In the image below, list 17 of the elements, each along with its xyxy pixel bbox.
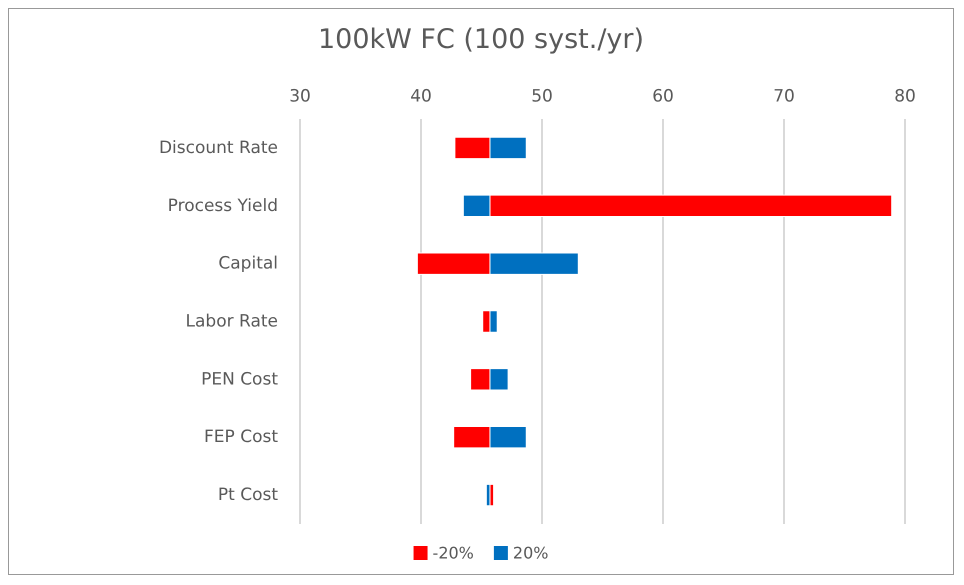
y-tick-label: FEP Cost — [204, 427, 278, 448]
legend-label: -20% — [432, 544, 474, 562]
x-tick-label: 60 — [652, 86, 674, 106]
x-tick-label: 40 — [410, 86, 432, 106]
bar — [486, 484, 490, 506]
x-tick-label: 50 — [531, 86, 553, 106]
y-tick-label: Capital — [218, 254, 278, 274]
y-tick-label: Pt Cost — [218, 485, 278, 506]
y-tick-label: PEN Cost — [201, 369, 278, 390]
x-tick-label: 70 — [773, 86, 795, 106]
y-tick-label: Process Yield — [168, 196, 278, 216]
y-tick-label: Discount Rate — [158, 138, 278, 158]
x-tick-label: 80 — [894, 86, 916, 106]
x-tick-label: 30 — [289, 86, 311, 106]
chart-title: 100kW FC (100 syst./yr) — [318, 24, 644, 55]
legend-label: 20% — [512, 544, 548, 562]
y-tick-label: Labor Rate — [186, 312, 278, 332]
